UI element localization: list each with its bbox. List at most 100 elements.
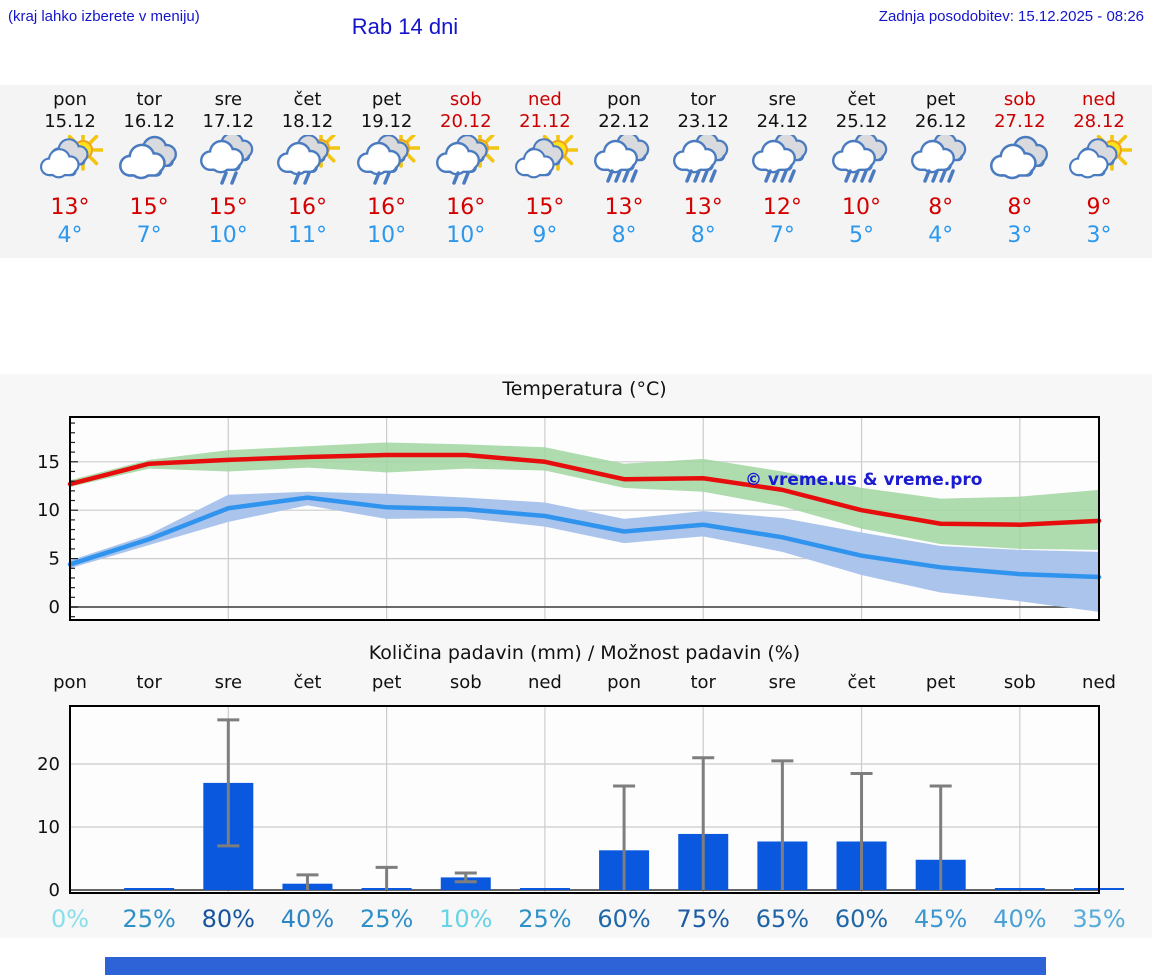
precip-probability-label: 45% bbox=[914, 905, 968, 933]
temp-min: 8° bbox=[611, 223, 637, 248]
precipitation-chart: 0 10 20 bbox=[37, 705, 1125, 900]
day-date: 20.12 bbox=[440, 111, 492, 132]
weather-icon-rain-heavy bbox=[585, 135, 664, 187]
day-date: 27.12 bbox=[994, 111, 1046, 132]
temp-min: 5° bbox=[849, 223, 875, 248]
temp-ytick-label: 10 bbox=[37, 500, 60, 521]
temp-min: 10° bbox=[208, 223, 248, 248]
day-name: tor bbox=[690, 89, 716, 110]
precip-probability-label: 35% bbox=[1072, 905, 1126, 933]
temp-ytick-label: 5 bbox=[49, 549, 60, 570]
day-date: 24.12 bbox=[756, 111, 809, 132]
precip-probability-label: 40% bbox=[280, 905, 335, 933]
footer-bar bbox=[105, 957, 1046, 975]
day-name: pon bbox=[53, 89, 87, 110]
temp-min: 4° bbox=[57, 223, 83, 248]
weather-icon-partly-sunny-rain bbox=[347, 135, 426, 187]
temp-max: 12° bbox=[762, 195, 802, 220]
precip-bar bbox=[994, 888, 1045, 890]
temp-ytick-label: 0 bbox=[49, 597, 60, 618]
temp-min: 3° bbox=[1007, 223, 1033, 248]
precip-ytick-label: 10 bbox=[37, 817, 60, 838]
precip-day-label: ned bbox=[527, 672, 562, 693]
weather-icon-rain-heavy bbox=[822, 135, 901, 187]
precip-day-label: čet bbox=[293, 672, 322, 693]
day-date: 15.12 bbox=[44, 111, 96, 132]
precip-day-label: sob bbox=[1003, 672, 1036, 693]
precip-bar bbox=[519, 888, 570, 890]
day-name: pon bbox=[607, 89, 641, 110]
day-date: 28.12 bbox=[1073, 111, 1125, 132]
temp-max: 9° bbox=[1086, 195, 1112, 220]
temp-max: 15° bbox=[208, 195, 248, 220]
temp-max: 13° bbox=[50, 195, 90, 220]
precip-probability-label: 10% bbox=[439, 905, 493, 933]
temp-max: 15° bbox=[525, 195, 565, 220]
weather-icon-cloudy bbox=[980, 135, 1059, 187]
weather-icon-rain-heavy bbox=[901, 135, 980, 187]
precip-day-label: ned bbox=[1082, 672, 1116, 693]
day-name: sre bbox=[768, 89, 797, 110]
day-date: 17.12 bbox=[202, 111, 255, 132]
temp-min: 10° bbox=[367, 223, 407, 248]
precip-day-label: pet bbox=[925, 672, 956, 693]
precip-probability-label: 25% bbox=[518, 905, 572, 933]
temperature-chart: 0 5 10 15 bbox=[37, 416, 1102, 621]
day-date: 21.12 bbox=[519, 111, 571, 132]
weather-icon-rain-heavy bbox=[664, 135, 743, 187]
day-date: 18.12 bbox=[281, 111, 334, 132]
precip-probability-label: 25% bbox=[122, 905, 176, 933]
day-name: sre bbox=[214, 89, 243, 110]
precip-probability-label: 60% bbox=[834, 905, 889, 933]
weather-icon-partly-sunny-rain bbox=[268, 135, 347, 187]
precip-day-label: sre bbox=[214, 672, 243, 693]
temp-max: 16° bbox=[446, 195, 486, 220]
temp-ytick-label: 15 bbox=[37, 452, 60, 473]
day-name: čet bbox=[293, 89, 322, 110]
page-title: Rab 14 dni bbox=[351, 14, 459, 39]
weather-icon-partly-sunny bbox=[31, 135, 110, 187]
precip-probability-label: 80% bbox=[201, 905, 255, 933]
day-name: pet bbox=[371, 89, 402, 110]
precip-day-labels-row: pon tor sre čet pet sob ned pon tor sre čet pet sob n… bbox=[0, 672, 1152, 696]
precip-day-label: sre bbox=[768, 672, 797, 693]
weather-icon-cloudy bbox=[110, 135, 189, 187]
temp-max: 10° bbox=[842, 195, 882, 220]
precip-day-label: sob bbox=[449, 672, 482, 693]
temp-max: 13° bbox=[604, 195, 644, 220]
precip-day-label: pon bbox=[53, 672, 87, 693]
temperature-chart-title: Temperatura (°C) bbox=[502, 378, 667, 400]
temp-min: 7° bbox=[769, 223, 795, 248]
precip-probability-label: 0% bbox=[50, 905, 90, 933]
day-name: pet bbox=[925, 89, 956, 110]
precip-bar bbox=[440, 877, 491, 890]
day-name: ned bbox=[1082, 89, 1116, 110]
temp-max: 16° bbox=[287, 195, 327, 220]
precip-ytick-label: 0 bbox=[49, 880, 60, 900]
precip-probability-label: 40% bbox=[993, 905, 1047, 933]
day-date: 25.12 bbox=[835, 111, 888, 132]
day-name: ned bbox=[527, 89, 562, 110]
last-update-label: Zadnja posodobitev: 15.12.2025 - 08:26 bbox=[878, 8, 1144, 25]
temp-min: 8° bbox=[690, 223, 716, 248]
precip-probability-row: 0% 25% 80% 40% 25% 10% 25% 60% 75% 65% 60% 45% 40% 35… bbox=[0, 900, 1152, 938]
precip-day-label: tor bbox=[136, 672, 162, 693]
precipitation-chart-title: Količina padavin (mm) / Možnost padavin … bbox=[368, 642, 801, 664]
precip-day-label: čet bbox=[847, 672, 876, 693]
temp-max: 15° bbox=[129, 195, 169, 220]
day-name: sob bbox=[1003, 89, 1036, 110]
day-name: tor bbox=[136, 89, 162, 110]
day-date: 22.12 bbox=[598, 111, 650, 132]
precip-probability-label: 65% bbox=[755, 905, 810, 933]
precip-probability-label: 75% bbox=[676, 905, 730, 933]
temp-max: 13° bbox=[683, 195, 723, 220]
forecast-strip: pon 15.12 13° 4° tor 16.12 15° 7° sre 17.12 15° 10°… bbox=[0, 85, 1152, 258]
watermark: © vreme.us & vreme.pro bbox=[745, 470, 983, 490]
temp-max: 8° bbox=[1007, 195, 1033, 220]
weather-icon-rain-heavy bbox=[743, 135, 822, 187]
temp-min: 4° bbox=[928, 223, 954, 248]
precip-probability-label: 60% bbox=[597, 905, 651, 933]
day-date: 26.12 bbox=[914, 111, 967, 132]
weather-icon-partly-sunny bbox=[505, 135, 584, 187]
precip-ytick-label: 20 bbox=[37, 754, 60, 775]
